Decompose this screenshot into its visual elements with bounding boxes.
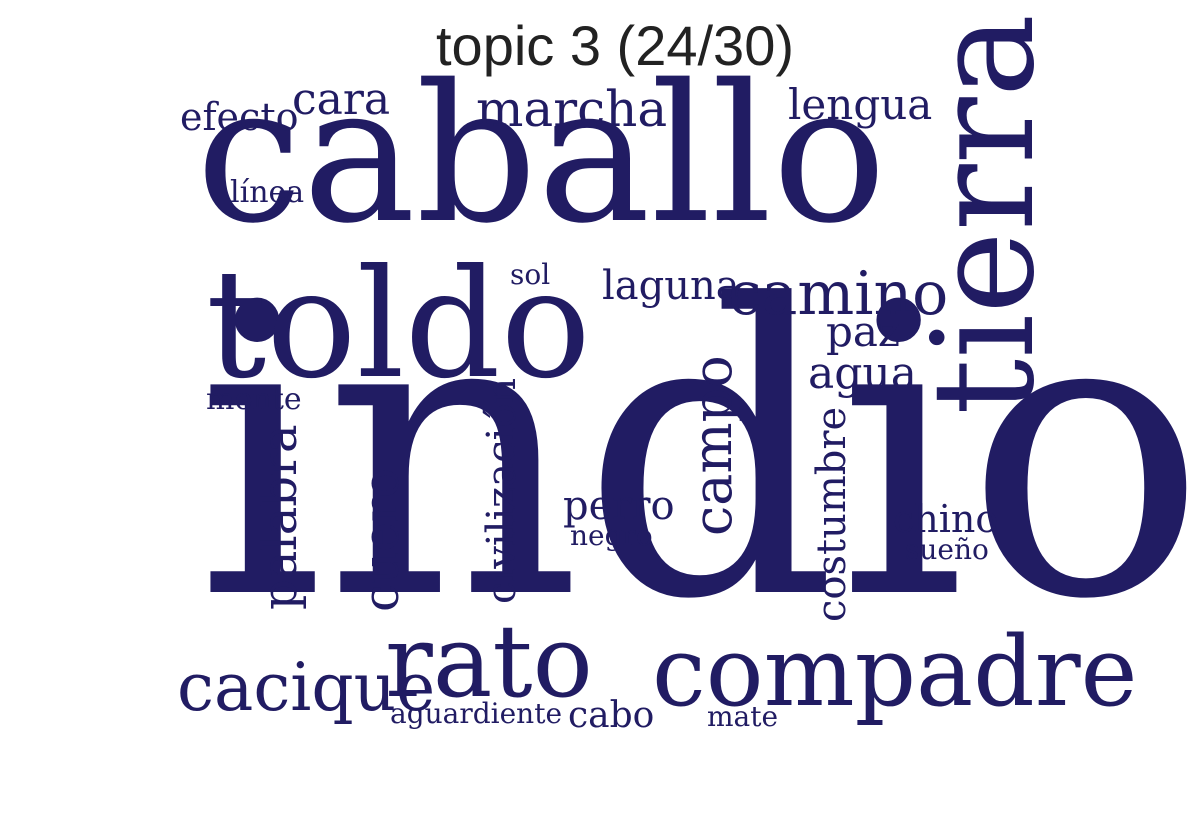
word-lengua: lengua: [788, 80, 933, 129]
word-agua: agua: [808, 348, 917, 399]
word-paz: paz: [826, 307, 901, 356]
word-monte: monte: [206, 382, 302, 417]
word-chino: chino: [893, 497, 999, 541]
word-linea: línea: [230, 175, 305, 210]
word-efecto: efecto: [180, 95, 299, 139]
word-mate: mate: [707, 700, 779, 733]
word-perro: perro: [563, 483, 675, 529]
word-cara: cara: [292, 74, 391, 125]
word-palabra: palabra: [252, 424, 308, 610]
word-costumbre: costumbre: [809, 406, 855, 622]
word-tierra: tierra: [903, 13, 1066, 415]
word-campo: campo: [681, 355, 744, 536]
word-marcha: marcha: [476, 80, 668, 138]
word-aguardiente: aguardiente: [390, 697, 563, 730]
word-cabo: cabo: [568, 695, 655, 736]
chart-title: topic 3 (24/30): [436, 14, 794, 77]
word-civilizacion: civilización: [479, 377, 525, 604]
word-cacique: cacique: [177, 649, 436, 726]
word-cuero: cuero: [352, 468, 410, 612]
word-sol: sol: [510, 258, 551, 291]
word-rato: rato: [385, 603, 593, 720]
word-laguna: laguna: [602, 263, 740, 309]
word-negro: negro: [570, 519, 653, 552]
word-compadre: compadre: [652, 616, 1138, 728]
word-camino: camino: [728, 259, 949, 329]
word-sueno: sueño: [905, 533, 989, 566]
word-indio: indio: [196, 222, 1200, 687]
word-caballo: caballo: [196, 44, 887, 265]
word-toldo: toldo: [206, 238, 591, 412]
